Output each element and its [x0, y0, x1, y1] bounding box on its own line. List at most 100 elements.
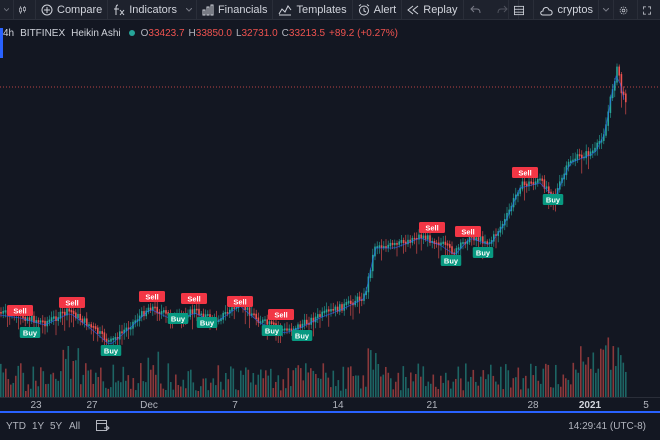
interval-chevron-icon[interactable]: [0, 0, 14, 20]
date-range-button[interactable]: [96, 419, 110, 435]
layout-button[interactable]: [507, 0, 534, 20]
range-5y-button[interactable]: 5Y: [50, 421, 63, 432]
candle: [0, 312, 2, 314]
financials-button[interactable]: Financials: [197, 0, 274, 20]
candle: [358, 296, 361, 301]
candle: [565, 165, 568, 176]
volume-bar: [410, 372, 412, 397]
candle: [534, 181, 537, 185]
redo-button[interactable]: [491, 0, 519, 20]
candle: [541, 178, 543, 181]
legend-exchange[interactable]: BITFINEX: [20, 27, 66, 39]
candle: [339, 304, 341, 312]
volume-bar: [495, 381, 497, 397]
volume-bar: [5, 368, 7, 397]
volume-bar: [540, 383, 542, 397]
x-tick-label: 5: [643, 400, 649, 411]
templates-button[interactable]: Templates: [273, 0, 353, 20]
candle: [532, 182, 535, 185]
compare-button[interactable]: Compare: [36, 0, 109, 20]
sell-signal: [7, 305, 33, 316]
candle: [134, 320, 136, 324]
volume-bar: [345, 388, 347, 397]
candle: [64, 311, 66, 316]
range-1y-button[interactable]: 1Y: [32, 421, 45, 432]
save-layout-button[interactable]: cryptos: [534, 0, 599, 20]
candle: [332, 309, 334, 311]
volume-bar: [260, 369, 262, 397]
templates-label: Templates: [296, 3, 347, 16]
time-axis[interactable]: 23 27 Dec 7 14 21 28 2021 5: [0, 397, 660, 412]
candle: [264, 319, 266, 322]
volume-bar: [180, 386, 182, 397]
volume-bar: [287, 368, 290, 397]
volume-bar: [132, 378, 135, 397]
settings-button[interactable]: [614, 0, 638, 20]
volume-bar: [317, 378, 320, 397]
undo-button[interactable]: [464, 0, 491, 20]
volume-bar: [210, 382, 212, 397]
volume-bar: [182, 379, 185, 397]
candles-icon: [19, 5, 26, 14]
candle: [429, 235, 431, 243]
volume-bar: [192, 382, 195, 397]
layout-chevron-icon[interactable]: [599, 0, 614, 20]
candle: [75, 312, 77, 319]
volume-bar: [325, 372, 327, 397]
legend-chart-style[interactable]: Heikin Ashi: [71, 27, 121, 39]
volume-bar: [465, 363, 467, 397]
indicators-label: Indicators: [129, 3, 177, 16]
volume-bar: [467, 381, 470, 397]
candle: [330, 309, 332, 312]
volume-bar: [355, 375, 357, 397]
candle: [435, 242, 438, 245]
candle: [222, 312, 224, 320]
candle: [253, 313, 255, 316]
candle: [48, 319, 51, 323]
volume-bar: [62, 349, 65, 397]
calendar-arrow-icon: [96, 420, 110, 431]
candle: [156, 306, 158, 314]
candle: [125, 327, 128, 332]
range-all-button[interactable]: All: [69, 421, 81, 432]
candle: [101, 331, 103, 334]
candle: [314, 316, 317, 323]
high-label: H: [188, 27, 196, 39]
legend-interval[interactable]: 4h: [3, 27, 15, 39]
clock-time[interactable]: 14:29:41 (UTC-8): [568, 421, 646, 432]
fullscreen-button[interactable]: [638, 0, 660, 20]
volume-bar: [242, 374, 245, 397]
indicators-button[interactable]: Indicators: [108, 0, 182, 20]
buy-signal: [100, 345, 122, 356]
chart-type-button[interactable]: [14, 0, 36, 20]
undo-icon: [469, 5, 480, 14]
candle: [317, 314, 319, 319]
volume-bar: [35, 380, 37, 397]
volume-bar: [472, 369, 475, 397]
low-value: 32731.0: [241, 27, 278, 39]
volume-bar: [477, 385, 480, 397]
candle: [273, 322, 275, 325]
chart-pane[interactable]: Sell Sell Sell Sell Sell Sell Sell Sell Sell Buy B…: [0, 20, 660, 397]
range-ytd-button[interactable]: YTD: [6, 421, 26, 432]
volume-bar: [142, 381, 145, 397]
volume-bar: [392, 389, 395, 397]
candle: [495, 234, 497, 236]
candle: [306, 319, 308, 325]
candle: [37, 320, 40, 323]
candle: [367, 276, 370, 293]
volume-bar: [312, 370, 315, 397]
replay-button[interactable]: Replay: [402, 0, 464, 20]
candle: [24, 316, 26, 321]
price-chart[interactable]: Sell Sell Sell Sell Sell Sell Sell Sell Sell Buy B…: [0, 20, 660, 397]
volume-bar: [585, 364, 587, 397]
indicators-chevron-icon[interactable]: [182, 0, 197, 20]
candle: [321, 311, 323, 318]
candle: [99, 331, 101, 334]
alert-button[interactable]: Alert: [353, 0, 403, 20]
candle: [248, 307, 251, 316]
candle: [90, 324, 92, 328]
candle: [246, 307, 249, 310]
alert-label: Alert: [373, 3, 397, 16]
volume-bar: [85, 363, 87, 397]
